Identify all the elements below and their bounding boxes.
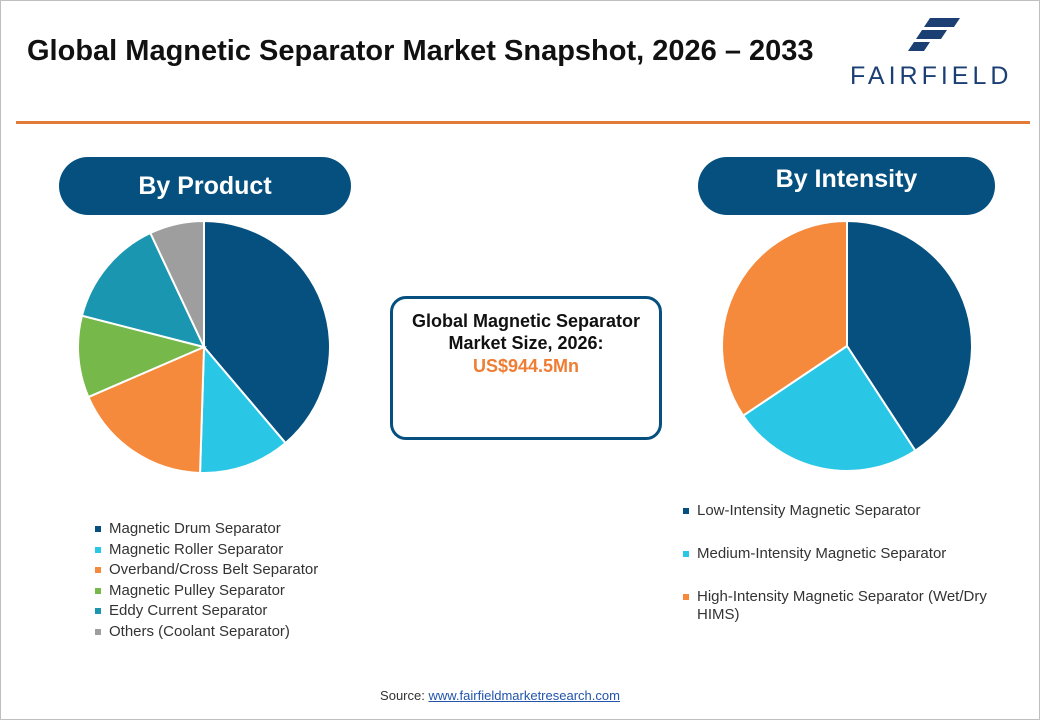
product-legend-label: Magnetic Roller Separator [109,540,284,558]
intensity-legend-label: Low-Intensity Magnetic Separator [697,502,921,519]
source-link[interactable]: www.fairfieldmarketresearch.com [428,688,620,703]
intensity-slice-2 [741,344,917,472]
intensity-legend-label: High-Intensity Magnetic Separator (Wet/D… [697,588,987,623]
intensity-chart-title: By Intensity [698,157,995,215]
product-slice-1 [203,219,331,445]
product-legend-label: Magnetic Drum Separator [109,520,281,537]
product-legend-label: Eddy Current Separator [109,602,268,620]
product-legend-swatch [95,526,101,532]
fairfield-logo: FAIRFIELD [850,18,1025,90]
product-legend-item: Overband/Cross Belt Separator [95,560,318,581]
source-label: Source: [380,688,425,703]
product-legend-item: Magnetic Roller Separator [95,540,318,561]
intensity-pie-chart [721,219,973,472]
intensity-legend: Low-Intensity Magnetic Separator Medium-I… [683,502,1023,649]
intensity-legend-item: Medium-Intensity Magnetic Separator [683,545,1023,563]
product-legend-swatch [95,608,101,615]
page-title: Global Magnetic Separator Market Snapsho… [27,35,814,67]
product-legend-swatch [95,587,101,594]
product-slice-2 [199,344,287,474]
product-slice-3 [87,345,206,474]
product-legend-item: Magnetic Pulley Separator [95,581,318,602]
product-legend-label: Others (Coolant Separator) [109,622,290,640]
product-legend-item: Magnetic Drum Separator [95,519,318,540]
product-legend-swatch [95,567,101,574]
intensity-legend-swatch [683,551,689,557]
market-size-box: Global Magnetic Separator Market Size, 2… [390,296,662,440]
source-footer: Source: www.fairfieldmarketresearch.com [0,688,1000,703]
product-slice-5 [80,231,206,349]
product-chart-title: By Product [59,157,351,215]
product-legend-swatch [95,546,101,553]
market-size-label: Global Magnetic Separator Market Size, 2… [411,311,641,353]
intensity-legend-label: Medium-Intensity Magnetic Separator [697,545,947,562]
product-legend-item: Others (Coolant Separator) [95,622,318,643]
product-pie-chart [77,219,331,474]
product-slice-4 [77,314,208,399]
header-divider [16,121,1030,124]
product-legend-label: Magnetic Pulley Separator [109,581,285,599]
market-size-value: US$944.5Mn [472,356,580,376]
product-legend-swatch [95,628,101,635]
intensity-legend-swatch [683,508,689,514]
logo-text: FAIRFIELD [850,62,1013,90]
product-legend-label: Overband/Cross Belt Separator [109,561,319,579]
intensity-legend-item: High-Intensity Magnetic Separator (Wet/D… [683,588,1023,624]
product-slice-6 [149,219,205,348]
fairfield-logo-mark-icon [908,18,960,51]
product-legend: Magnetic Drum Separator Magnetic Roller S… [95,519,318,643]
intensity-legend-swatch [683,594,689,600]
intensity-slice-3 [721,219,848,417]
intensity-legend-item: Low-Intensity Magnetic Separator [683,502,1023,520]
product-legend-item: Eddy Current Separator [95,601,318,622]
